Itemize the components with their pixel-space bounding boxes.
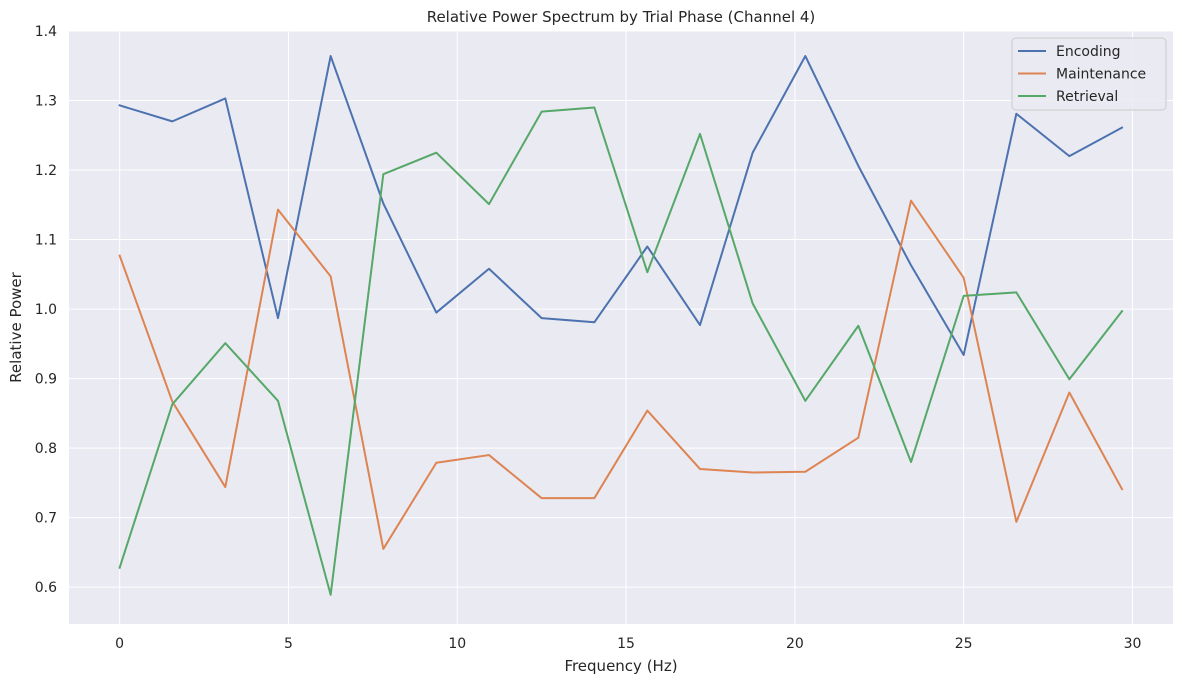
y-tick-label: 0.8 [35, 441, 57, 457]
x-axis-ticks: 0 5 10 15 20 25 30 [115, 636, 1141, 652]
series-line-retrieval [118, 106, 1124, 596]
y-tick-label: 1.2 [35, 163, 57, 179]
x-tick-label: 25 [955, 636, 973, 652]
y-tick-label: 1.0 [35, 302, 57, 318]
legend: Encoding Maintenance Retrieval [1011, 37, 1167, 111]
x-tick-label: 15 [617, 636, 635, 652]
x-tick-label: 0 [115, 636, 124, 652]
y-tick-label: 0.9 [35, 372, 57, 388]
legend-label-maintenance: Maintenance [1056, 67, 1146, 83]
y-axis-ticks: 0.6 0.7 0.8 0.9 1.0 1.1 1.2 1.3 1.4 [35, 24, 57, 596]
y-tick-label: 0.6 [35, 580, 57, 596]
x-axis-title: Frequency (Hz) [564, 657, 677, 675]
y-tick-label: 0.7 [35, 511, 57, 527]
y-tick-label: 1.1 [35, 233, 57, 249]
series-lines [118, 55, 1124, 596]
x-tick-label: 5 [284, 636, 293, 652]
x-tick-label: 30 [1124, 636, 1142, 652]
y-tick-label: 1.3 [35, 94, 57, 110]
legend-box [1011, 37, 1167, 111]
series-line-encoding [118, 55, 1124, 356]
legend-label-encoding: Encoding [1056, 44, 1121, 60]
x-tick-label: 10 [448, 636, 466, 652]
legend-label-retrieval: Retrieval [1056, 89, 1118, 105]
chart-title: Relative Power Spectrum by Trial Phase (… [427, 8, 816, 26]
series-line-maintenance [118, 199, 1124, 550]
y-tick-label: 1.4 [35, 24, 57, 40]
plot-area-background [69, 31, 1173, 624]
x-tick-label: 20 [786, 636, 804, 652]
y-axis-title: Relative Power [7, 271, 25, 382]
